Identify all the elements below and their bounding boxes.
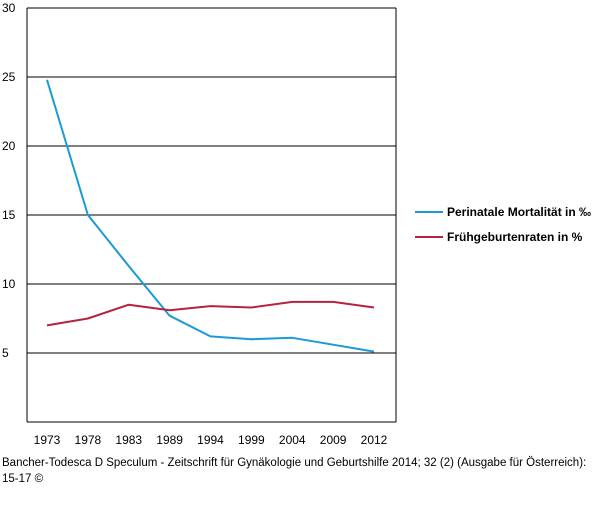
line-chart: 5 10 15 20 25 30 1973 1978 1983 1989 1994 1999 2004…: [2, 1, 591, 447]
x-tick-label: 2012: [361, 433, 388, 447]
y-tick-label: 25: [2, 70, 16, 84]
y-tick-label: 10: [2, 277, 16, 291]
legend: Perinatale Mortalität in ‰ Frühgeburtenra…: [415, 205, 591, 244]
source-caption: Bancher-Todesca D Speculum - Zeitschrift…: [2, 457, 587, 485]
y-axis-ticks: 5 10 15 20 25 30: [2, 1, 16, 360]
y-tick-label: 15: [2, 208, 16, 222]
x-tick-label: 1999: [238, 433, 265, 447]
x-tick-label: 2009: [320, 433, 347, 447]
y-tick-label: 5: [2, 346, 9, 360]
gridlines: [26, 7, 397, 423]
x-tick-label: 2004: [279, 433, 306, 447]
series-line-1: [46, 79, 375, 353]
legend-label-2: Frühgeburtenraten in %: [447, 230, 583, 244]
x-tick-label: 1983: [115, 433, 142, 447]
series-line-2: [46, 300, 375, 327]
legend-label-1: Perinatale Mortalität in ‰: [447, 205, 591, 219]
x-tick-label: 1994: [197, 433, 224, 447]
x-tick-label: 1978: [75, 433, 102, 447]
x-tick-label: 1989: [156, 433, 183, 447]
x-tick-label: 1973: [34, 433, 61, 447]
y-tick-label: 30: [2, 1, 16, 15]
series-lines: [46, 79, 375, 353]
x-axis-ticks: 1973 1978 1983 1989 1994 1999 2004 2009 2012: [34, 433, 388, 447]
y-tick-label: 20: [2, 139, 16, 153]
